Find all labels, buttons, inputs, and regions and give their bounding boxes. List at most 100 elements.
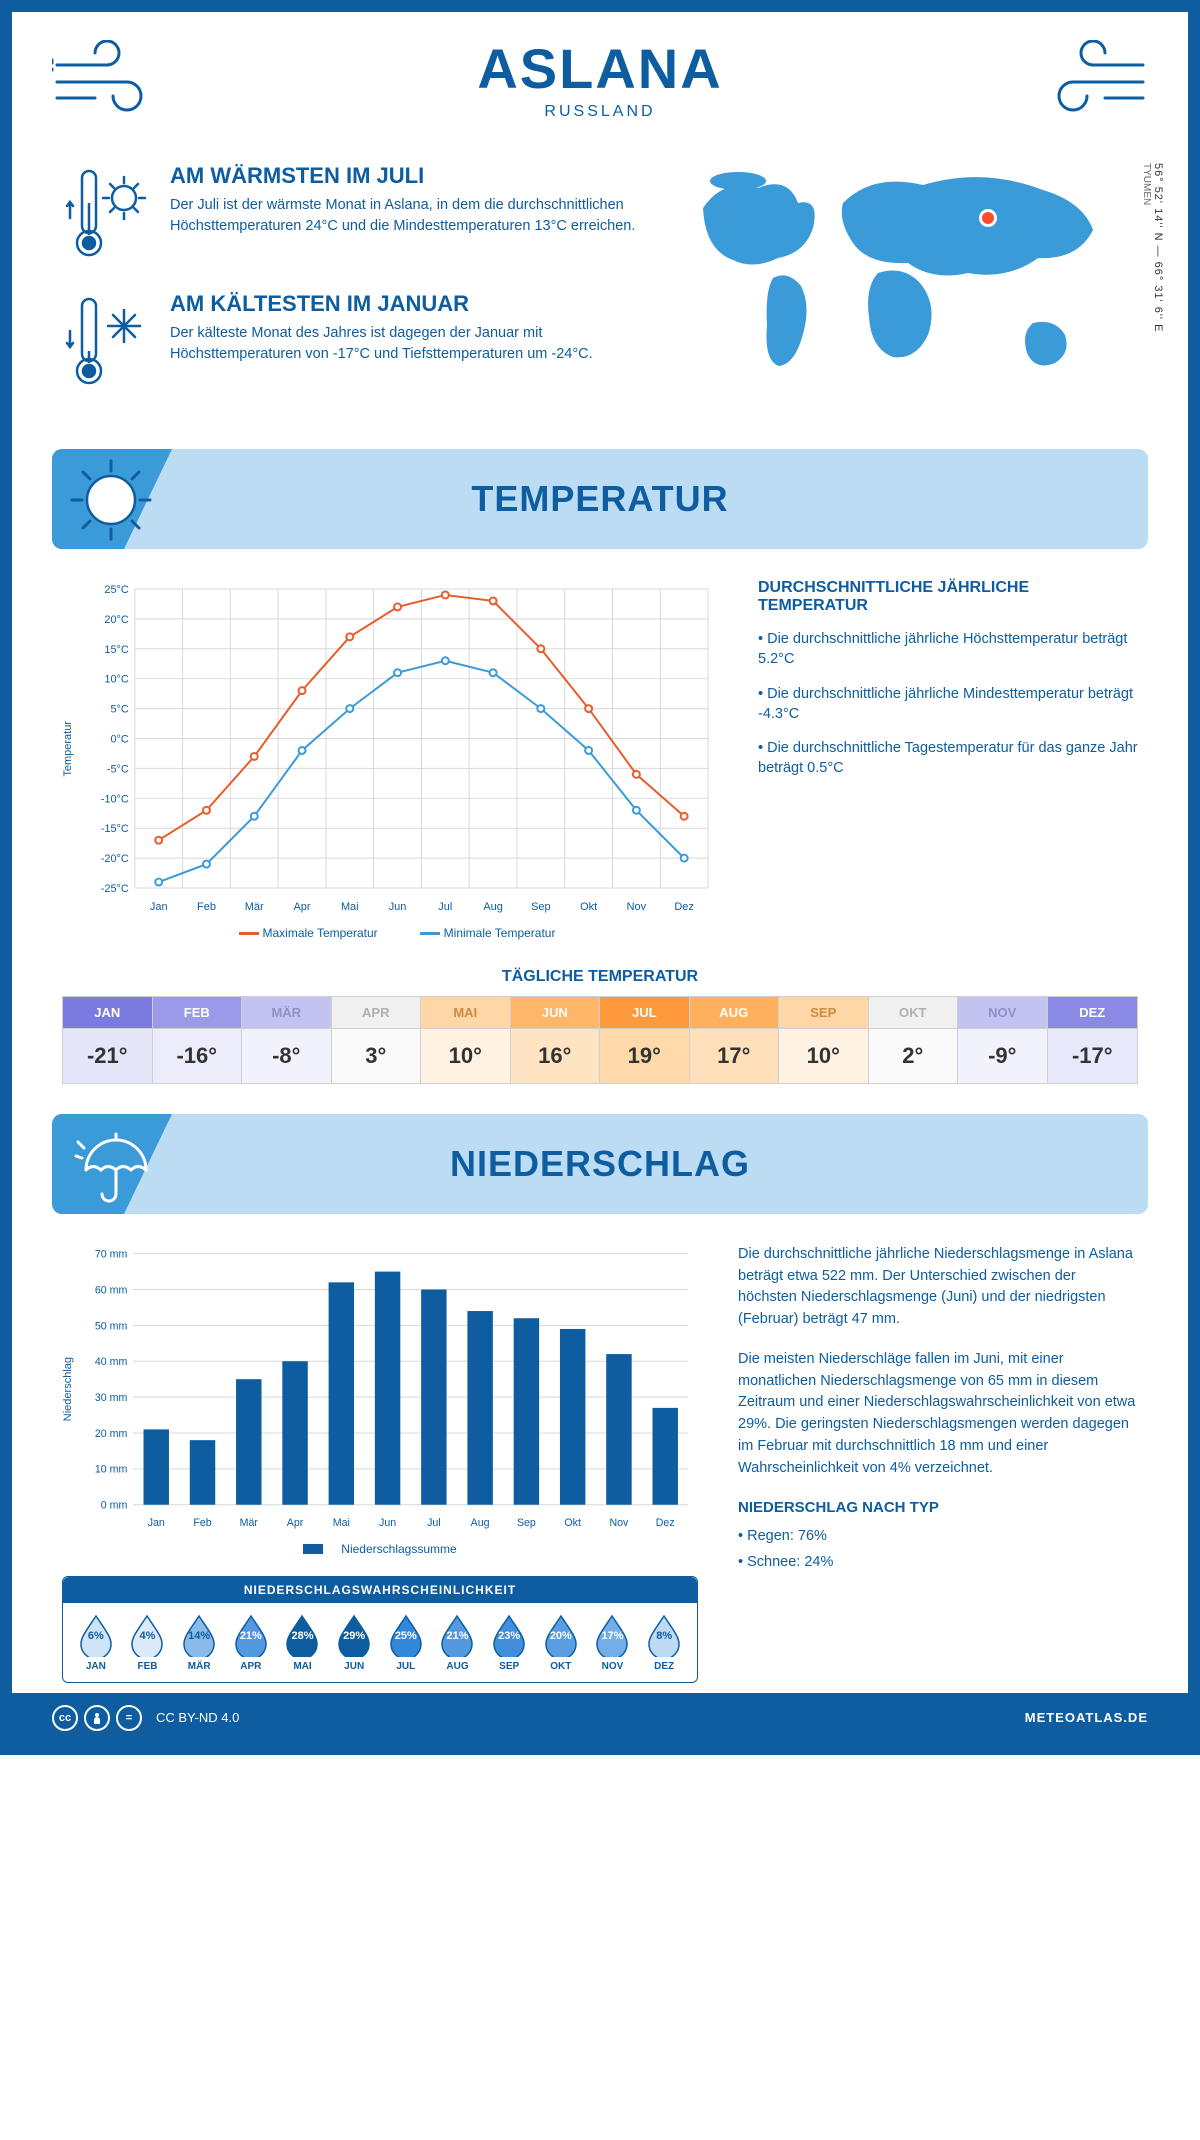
svg-text:-5°C: -5°C <box>107 763 129 775</box>
daily-temp-cell: JUL 19° <box>600 997 690 1083</box>
precipitation-chart: Niederschlag 0 mm 10 mm 20 mm 30 mm 40 mm 50 … <box>62 1244 698 1534</box>
svg-text:0°C: 0°C <box>110 733 128 745</box>
prob-cell: 14% MÄR <box>174 1613 224 1672</box>
prob-cell: 21% APR <box>226 1613 276 1672</box>
precip-legend-label: Niederschlagssumme <box>341 1542 456 1556</box>
prob-cell: 6% JAN <box>71 1613 121 1672</box>
daily-temp-title: TÄGLICHE TEMPERATUR <box>12 968 1188 986</box>
svg-text:Okt: Okt <box>580 901 597 913</box>
legend-item: Maximale Temperatur <box>225 926 378 940</box>
prob-cell: 23% SEP <box>484 1613 534 1672</box>
svg-text:-10°C: -10°C <box>101 793 129 805</box>
svg-text:Jan: Jan <box>150 901 168 913</box>
world-map: TYUMEN 56° 52' 14'' N — 66° 31' 6'' E <box>678 163 1138 419</box>
svg-text:-15°C: -15°C <box>101 823 129 835</box>
svg-text:30 mm: 30 mm <box>95 1392 128 1404</box>
precipitation-summary: Die durchschnittliche jährliche Niedersc… <box>738 1244 1138 1683</box>
svg-text:-25°C: -25°C <box>101 883 129 895</box>
prob-title: NIEDERSCHLAGSWAHRSCHEINLICHKEIT <box>63 1577 697 1603</box>
prob-cell: 4% FEB <box>123 1613 173 1672</box>
svg-text:0 mm: 0 mm <box>101 1500 128 1512</box>
precip-type-item: • Regen: 76% <box>738 1526 1138 1548</box>
warmest-title: AM WÄRMSTEN IM JULI <box>170 163 648 189</box>
svg-text:Mai: Mai <box>341 901 359 913</box>
svg-text:Aug: Aug <box>471 1517 490 1529</box>
svg-text:Jan: Jan <box>148 1517 165 1529</box>
precip-paragraph: Die durchschnittliche jährliche Niedersc… <box>738 1244 1138 1331</box>
coldest-block: AM KÄLTESTEN IM JANUAR Der kälteste Mona… <box>62 291 648 391</box>
temperature-summary: DURCHSCHNITTLICHE JÄHRLICHE TEMPERATUR •… <box>758 579 1138 940</box>
svg-text:Sep: Sep <box>531 901 551 913</box>
warmest-text: Der Juli ist der wärmste Monat in Aslana… <box>170 195 648 237</box>
precip-paragraph: Die meisten Niederschläge fallen im Juni… <box>738 1349 1138 1480</box>
daily-temp-cell: SEP 10° <box>779 997 869 1083</box>
daily-temp-cell: AUG 17° <box>690 997 780 1083</box>
svg-text:Sep: Sep <box>517 1517 536 1529</box>
precip-by-type-title: NIEDERSCHLAG NACH TYP <box>738 1497 1138 1520</box>
page-title: ASLANA <box>12 36 1188 101</box>
temp-side-title: DURCHSCHNITTLICHE JÄHRLICHE TEMPERATUR <box>758 579 1138 615</box>
svg-text:5°C: 5°C <box>110 704 128 716</box>
daily-temp-cell: JAN -21° <box>63 997 153 1083</box>
thermometer-hot-icon <box>62 163 152 263</box>
daily-temp-cell: MAI 10° <box>421 997 511 1083</box>
daily-temp-cell: OKT 2° <box>869 997 959 1083</box>
svg-text:10 mm: 10 mm <box>95 1464 128 1476</box>
svg-text:Dez: Dez <box>656 1517 675 1529</box>
coldest-title: AM KÄLTESTEN IM JANUAR <box>170 291 648 317</box>
prob-cell: 29% JUN <box>329 1613 379 1672</box>
svg-text:Jul: Jul <box>427 1517 441 1529</box>
thermometer-cold-icon <box>62 291 152 391</box>
svg-text:Okt: Okt <box>564 1517 581 1529</box>
prob-cell: 17% NOV <box>588 1613 638 1672</box>
page-subtitle: RUSSLAND <box>12 103 1188 121</box>
svg-text:Nov: Nov <box>627 901 647 913</box>
header: ASLANA RUSSLAND <box>12 12 1188 133</box>
prob-cell: 20% OKT <box>536 1613 586 1672</box>
precipitation-title: NIEDERSCHLAG <box>450 1143 750 1185</box>
prob-cell: 8% DEZ <box>639 1613 689 1672</box>
prob-cell: 21% AUG <box>433 1613 483 1672</box>
temp-bullet: • Die durchschnittliche jährliche Mindes… <box>758 684 1138 725</box>
daily-temp-cell: MÄR -8° <box>242 997 332 1083</box>
temp-bullet: • Die durchschnittliche jährliche Höchst… <box>758 629 1138 670</box>
svg-text:70 mm: 70 mm <box>95 1248 128 1260</box>
prob-cell: 28% MAI <box>278 1613 328 1672</box>
svg-text:Apr: Apr <box>287 1517 304 1529</box>
svg-text:Apr: Apr <box>293 901 310 913</box>
temp-ylabel: Temperatur <box>62 721 74 777</box>
license-label: CC BY-ND 4.0 <box>156 1710 239 1725</box>
svg-text:Mär: Mär <box>240 1517 259 1529</box>
svg-text:Jun: Jun <box>379 1517 396 1529</box>
coordinates-label: 56° 52' 14'' N — 66° 31' 6'' E <box>1152 163 1164 332</box>
legend-item: Minimale Temperatur <box>406 926 556 940</box>
svg-text:Dez: Dez <box>674 901 693 913</box>
precip-type-item: • Schnee: 24% <box>738 1552 1138 1574</box>
svg-text:Feb: Feb <box>197 901 216 913</box>
svg-text:Nov: Nov <box>610 1517 630 1529</box>
svg-text:Feb: Feb <box>193 1517 211 1529</box>
cc-icon: cc <box>52 1705 78 1731</box>
footer: cc = CC BY-ND 4.0 METEOATLAS.DE <box>12 1693 1188 1743</box>
wind-icon-left <box>52 40 172 120</box>
precip-ylabel: Niederschlag <box>62 1357 74 1421</box>
infographic-frame: ASLANA RUSSLAND AM WÄRMS <box>0 0 1200 1755</box>
svg-text:40 mm: 40 mm <box>95 1356 128 1368</box>
site-label: METEOATLAS.DE <box>1025 1710 1148 1725</box>
temperature-section-header: TEMPERATUR <box>52 449 1148 549</box>
prob-cell: 25% JUL <box>381 1613 431 1672</box>
svg-text:50 mm: 50 mm <box>95 1320 128 1332</box>
cc-nd-icon: = <box>116 1705 142 1731</box>
umbrella-icon <box>66 1120 156 1210</box>
svg-text:10°C: 10°C <box>104 674 129 686</box>
svg-text:20 mm: 20 mm <box>95 1428 128 1440</box>
temp-bullet: • Die durchschnittliche Tagestemperatur … <box>758 738 1138 779</box>
wind-icon-right <box>1028 40 1148 120</box>
svg-text:Mär: Mär <box>245 901 264 913</box>
coldest-text: Der kälteste Monat des Jahres ist dagege… <box>170 323 648 365</box>
svg-text:25°C: 25°C <box>104 584 129 596</box>
warmest-block: AM WÄRMSTEN IM JULI Der Juli ist der wär… <box>62 163 648 263</box>
cc-by-icon <box>84 1705 110 1731</box>
svg-text:15°C: 15°C <box>104 644 129 656</box>
sun-icon <box>66 455 156 545</box>
